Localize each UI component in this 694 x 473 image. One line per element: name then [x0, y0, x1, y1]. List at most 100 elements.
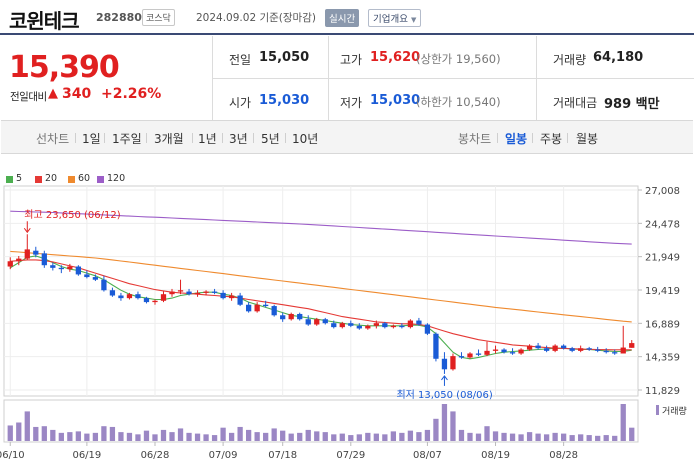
- tab-1w[interactable]: 1주일: [112, 132, 142, 146]
- candle-body: [41, 253, 47, 266]
- tab-separator: [532, 133, 533, 143]
- x-tick-label: 06/19: [72, 450, 101, 461]
- x-tick-label: 07/29: [336, 450, 365, 461]
- candle-body: [280, 315, 286, 320]
- volume-bar: [450, 411, 456, 441]
- volume-bar: [152, 434, 158, 441]
- candle-body: [569, 348, 575, 351]
- volume-bar: [75, 431, 82, 441]
- summary-divider: [212, 36, 213, 120]
- volume-bar: [331, 434, 337, 441]
- candle-body: [526, 345, 533, 350]
- caret-down-icon: ▼: [411, 16, 417, 24]
- candle-body: [101, 279, 107, 291]
- trade-amount-value: 989 백만: [604, 97, 660, 112]
- candle-body: [595, 349, 601, 351]
- candle-body: [365, 325, 371, 329]
- tab-1d[interactable]: 1일: [82, 132, 101, 146]
- market-badge: 코스닥: [142, 9, 175, 26]
- tab-5y[interactable]: 5년: [261, 132, 280, 146]
- y-tick-label: 11,829: [645, 386, 680, 397]
- volume-bar: [135, 434, 141, 441]
- x-tick-label: 08/28: [549, 450, 578, 461]
- volume-bar: [16, 422, 22, 441]
- candle-body: [58, 267, 64, 270]
- low-label: 저가: [340, 96, 363, 110]
- volume-bar: [492, 431, 499, 441]
- volume-bar: [552, 432, 558, 441]
- upper-limit: (상한가 19,560): [416, 52, 501, 66]
- tab-separator: [146, 133, 147, 143]
- candle-body: [92, 277, 99, 280]
- volume-bar: [228, 432, 235, 441]
- change-rate: +2.26%: [101, 86, 162, 102]
- candle-body: [416, 320, 422, 325]
- candle-body: [160, 294, 167, 301]
- candle-body: [390, 325, 397, 328]
- volume-bar: [595, 435, 601, 441]
- ma20-legend-label: 20: [45, 173, 58, 184]
- candle-body: [50, 265, 56, 268]
- candle-body: [7, 261, 13, 267]
- volume-bar: [603, 435, 609, 441]
- volume-bar: [254, 432, 260, 441]
- tab-daily[interactable]: 일봉: [505, 132, 528, 146]
- tab-separator: [192, 133, 193, 143]
- candle-body: [586, 348, 592, 350]
- volume-bar: [169, 432, 175, 441]
- prev-close-value: 15,050: [259, 50, 310, 65]
- ma120-line: [10, 210, 632, 245]
- volume-bar: [41, 426, 47, 441]
- prev-close-label: 전일: [229, 53, 252, 67]
- candle-body: [612, 352, 618, 354]
- candle-body: [501, 349, 507, 353]
- tab-separator: [567, 133, 568, 143]
- trade-amount-label: 거래대금: [553, 96, 598, 110]
- volume-bar: [58, 432, 64, 441]
- candle-body: [399, 325, 405, 328]
- candle-body: [322, 319, 328, 324]
- price-plot-frame: [3, 185, 639, 397]
- candle-body: [433, 333, 439, 359]
- header-divider: [0, 33, 694, 35]
- volume-plot-frame: [3, 399, 639, 443]
- candle-body: [288, 313, 294, 320]
- high-annotation: 최고 23,650 (06/12): [24, 209, 120, 221]
- volume-bar: [288, 433, 294, 441]
- volume-bar: [484, 426, 490, 441]
- tab-separator: [285, 133, 286, 143]
- volume-bar: [620, 404, 626, 441]
- volume-bar: [612, 435, 618, 441]
- tab-monthly[interactable]: 월봉: [576, 132, 599, 146]
- candle-body: [458, 356, 465, 358]
- tab-3m[interactable]: 3개월: [154, 132, 184, 146]
- x-tick-label: 08/07: [413, 450, 442, 461]
- ma120-legend-label: 120: [107, 173, 126, 184]
- tab-1y[interactable]: 1년: [198, 132, 217, 146]
- tab-10y[interactable]: 10년: [292, 132, 319, 146]
- volume-bar: [322, 432, 328, 441]
- high-value: 15,620: [370, 50, 421, 65]
- realtime-button[interactable]: 실시간: [325, 9, 360, 27]
- candle-body: [135, 294, 141, 299]
- tab-weekly[interactable]: 주봉: [540, 132, 563, 146]
- company-overview-label: 기업개요: [373, 14, 408, 25]
- volume-bar: [424, 429, 431, 441]
- volume-bar: [560, 433, 567, 441]
- candle-body: [331, 323, 337, 328]
- candle-body: [450, 356, 456, 370]
- candle-body: [220, 292, 226, 299]
- company-overview-dropdown[interactable]: 기업개요 ▼: [368, 9, 422, 27]
- lower-limit: (하한가 10,540): [416, 95, 501, 109]
- candle-body: [578, 348, 584, 351]
- volume-bar: [24, 411, 30, 441]
- tab-3y[interactable]: 3년: [229, 132, 248, 146]
- candle-body: [186, 291, 192, 295]
- volume-bar: [339, 433, 345, 441]
- low-arrow-head: [441, 375, 448, 381]
- candle-body: [126, 294, 133, 299]
- x-tick-label: 06/10: [0, 450, 25, 461]
- x-tick-label: 06/28: [141, 450, 170, 461]
- volume-bar: [475, 433, 482, 441]
